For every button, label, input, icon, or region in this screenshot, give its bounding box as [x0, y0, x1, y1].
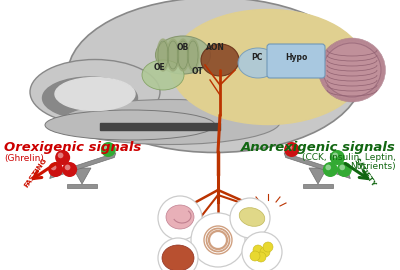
Polygon shape: [284, 153, 350, 178]
Circle shape: [158, 238, 198, 270]
Ellipse shape: [162, 245, 194, 270]
Text: Hypo: Hypo: [285, 53, 307, 62]
Text: FASTING: FASTING: [24, 157, 48, 189]
Text: Nutrients): Nutrients): [350, 161, 396, 170]
Ellipse shape: [30, 59, 160, 124]
Circle shape: [250, 251, 260, 261]
Text: AON: AON: [206, 43, 224, 52]
Text: OE: OE: [154, 63, 166, 73]
Circle shape: [62, 162, 77, 177]
Ellipse shape: [156, 36, 210, 74]
Circle shape: [287, 144, 292, 150]
Ellipse shape: [238, 48, 278, 78]
Ellipse shape: [167, 39, 179, 71]
Ellipse shape: [318, 38, 386, 102]
Circle shape: [58, 153, 64, 158]
Circle shape: [230, 198, 270, 238]
Polygon shape: [309, 168, 327, 184]
Ellipse shape: [322, 42, 382, 98]
Ellipse shape: [320, 40, 384, 100]
Circle shape: [191, 213, 245, 267]
Circle shape: [339, 164, 345, 170]
Circle shape: [55, 150, 70, 165]
Ellipse shape: [320, 39, 384, 101]
Ellipse shape: [323, 43, 381, 97]
Ellipse shape: [322, 41, 382, 99]
Circle shape: [253, 245, 263, 255]
Ellipse shape: [239, 208, 265, 226]
Circle shape: [158, 196, 202, 240]
Circle shape: [330, 150, 345, 165]
Text: OB: OB: [177, 43, 189, 52]
Text: SATIETY: SATIETY: [353, 158, 377, 188]
Circle shape: [51, 164, 56, 170]
Ellipse shape: [45, 110, 215, 140]
Text: Anorexigenic signals: Anorexigenic signals: [241, 141, 396, 154]
Circle shape: [242, 232, 282, 270]
Circle shape: [284, 142, 299, 157]
Ellipse shape: [187, 39, 199, 71]
FancyBboxPatch shape: [267, 44, 325, 78]
Circle shape: [101, 142, 116, 157]
Circle shape: [48, 162, 63, 177]
Circle shape: [263, 242, 273, 252]
Circle shape: [65, 164, 70, 170]
Ellipse shape: [42, 77, 138, 119]
Text: Orexigenic signals: Orexigenic signals: [4, 141, 141, 154]
Ellipse shape: [68, 0, 362, 153]
Circle shape: [337, 162, 352, 177]
Polygon shape: [100, 123, 220, 130]
Circle shape: [332, 153, 338, 158]
Text: (CCK, Insulin, Leptin,: (CCK, Insulin, Leptin,: [302, 154, 396, 163]
Ellipse shape: [60, 100, 280, 144]
Polygon shape: [50, 153, 116, 178]
Ellipse shape: [157, 39, 169, 71]
Polygon shape: [73, 168, 91, 184]
Ellipse shape: [142, 60, 184, 90]
Text: OT: OT: [192, 68, 204, 76]
Text: (Ghrelin): (Ghrelin): [4, 154, 44, 163]
Ellipse shape: [166, 205, 194, 229]
Polygon shape: [303, 184, 333, 188]
Ellipse shape: [170, 9, 366, 124]
Ellipse shape: [55, 77, 135, 110]
Circle shape: [103, 144, 109, 150]
Circle shape: [256, 252, 266, 262]
Polygon shape: [67, 184, 97, 188]
Circle shape: [325, 164, 331, 170]
Ellipse shape: [177, 39, 189, 71]
Circle shape: [323, 162, 338, 177]
Text: PC: PC: [251, 53, 263, 62]
Circle shape: [260, 247, 270, 257]
Ellipse shape: [201, 44, 239, 76]
Ellipse shape: [324, 43, 380, 97]
